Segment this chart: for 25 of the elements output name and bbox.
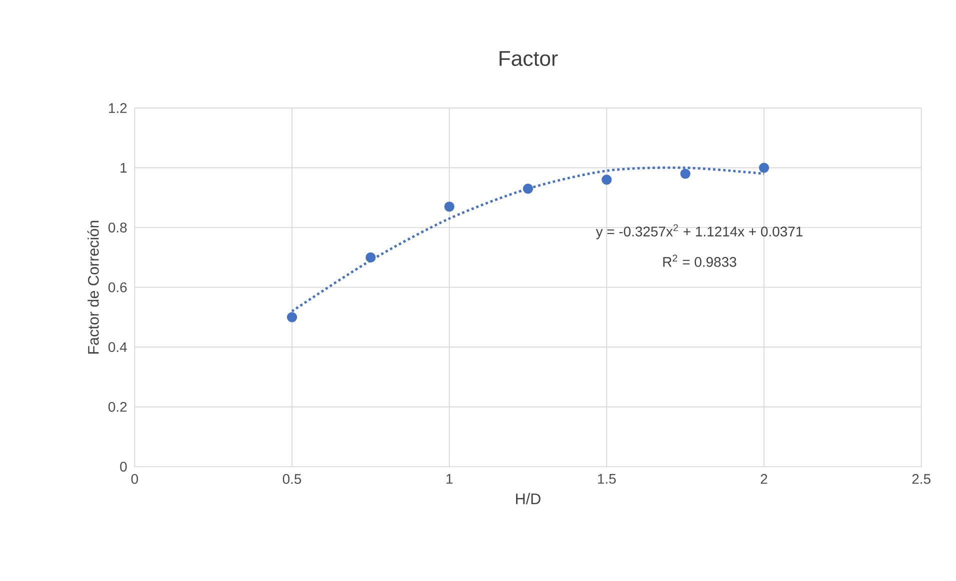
point [286, 312, 298, 322]
y-tick-label: 1 [120, 162, 127, 172]
y-tick-label: 0.6 [108, 282, 127, 292]
y-tick-label: 1.2 [108, 102, 127, 113]
x-axis-title: H/D [516, 492, 540, 504]
point [444, 201, 454, 212]
y-axis-title: Factor de Correción [87, 220, 99, 354]
x-tick-label: 1.5 [598, 474, 616, 484]
x-tick-label: 2 [760, 474, 768, 484]
x-tick-label: 2.5 [912, 474, 930, 484]
y-tick-label: 0.2 [108, 402, 127, 412]
point [602, 174, 612, 185]
point [366, 252, 376, 262]
chart-title: Factor [500, 51, 558, 66]
point [522, 183, 534, 194]
annotation: R$^{2}$ = 0.9833 [663, 254, 736, 267]
point [758, 162, 770, 173]
x-tick-label: 1 [446, 474, 453, 484]
x-tick-label: 0.5 [282, 474, 302, 484]
point [680, 168, 690, 179]
annotation: y = -0.3257x$^{2}$ + 1.1214x + 0.0371 [596, 224, 802, 240]
y-tick-label: 0.4 [108, 342, 127, 352]
y-tick-label: 0.8 [108, 222, 127, 232]
x-tick-label: 0 [131, 474, 138, 484]
y-tick-label: 0 [120, 462, 127, 472]
